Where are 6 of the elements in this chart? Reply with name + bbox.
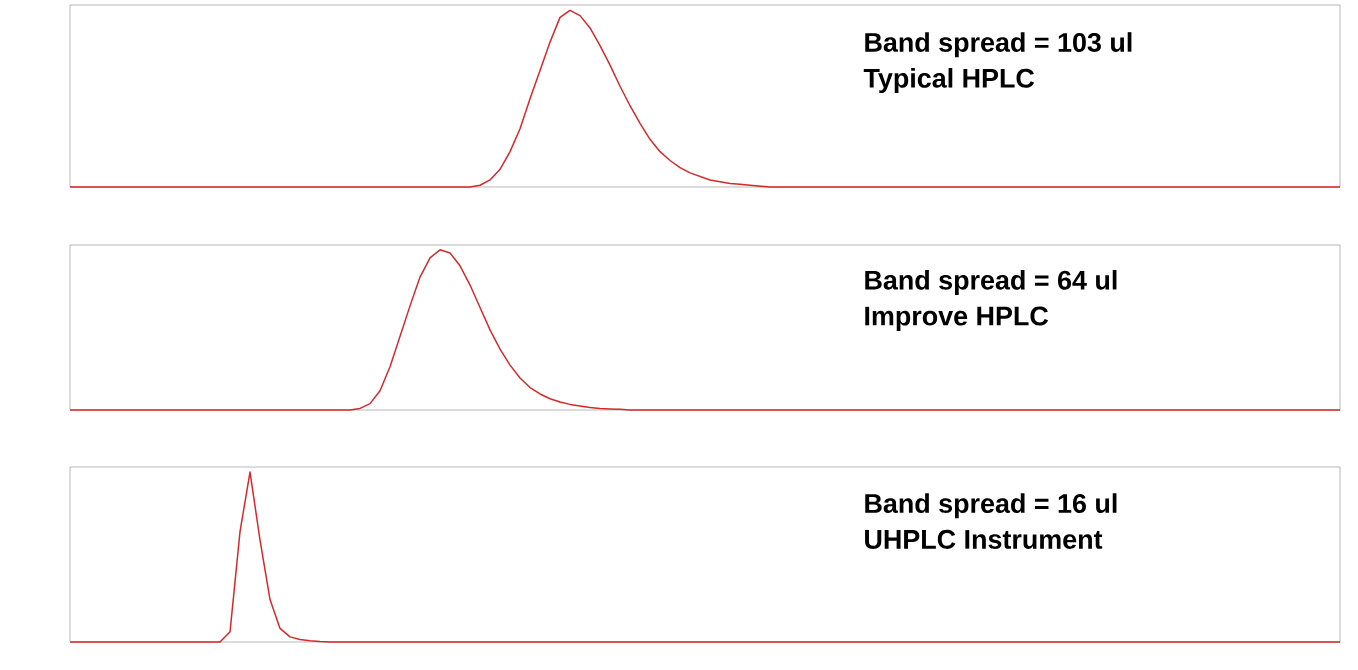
annotation: Band spread = 16 ul xyxy=(865,493,1117,519)
annotation: Band spread = 103 ul xyxy=(865,32,1132,58)
annotation: Band spread = 64 ul xyxy=(865,269,1117,296)
annotation: Improve HPLC xyxy=(865,306,1049,331)
annotation: UHPLC Instrument xyxy=(865,529,1103,549)
annotation: Typical HPLC xyxy=(863,68,1035,94)
